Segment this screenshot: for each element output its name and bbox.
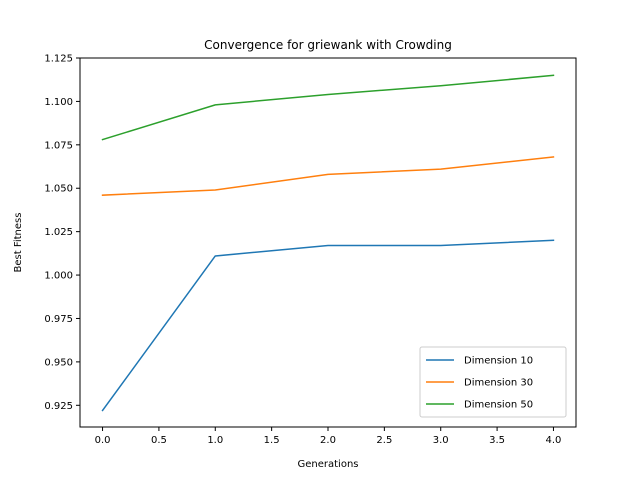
y-tick-label: 1.000 [44, 271, 73, 282]
x-tick-label: 3.0 [433, 435, 449, 446]
legend-label: Dimension 50 [464, 400, 533, 411]
x-tick-label: 1.0 [207, 435, 223, 446]
y-axis: 0.925 0.950 0.975 1.000 1.025 1.050 1.075 1.100… [44, 54, 80, 412]
series-line-dimension-30 [101, 156, 555, 196]
y-tick-label: 1.050 [44, 184, 73, 195]
y-tick-label: 0.925 [44, 401, 73, 412]
y-tick-label: 1.125 [44, 54, 73, 65]
x-tick-label: 3.5 [489, 435, 505, 446]
x-axis-label: Generations [298, 459, 359, 470]
y-tick-label: 1.025 [44, 227, 73, 238]
series-line-dimension-10 [101, 239, 555, 412]
legend-label: Dimension 30 [464, 378, 533, 389]
y-tick-label: 1.100 [44, 97, 73, 108]
chart-title: Convergence for griewank with Crowding [204, 38, 452, 52]
x-tick-label: 4.0 [546, 435, 562, 446]
series-line-dimension-50 [101, 74, 555, 141]
legend-label: Dimension 10 [464, 356, 533, 367]
x-tick-label: 1.5 [264, 435, 280, 446]
x-tick-label: 2.5 [376, 435, 392, 446]
y-tick-label: 0.950 [44, 357, 73, 368]
legend: Dimension 10 Dimension 30 Dimension 50 [419, 346, 567, 418]
x-tick-label: 0.0 [95, 435, 111, 446]
legend-box [419, 346, 567, 418]
series-lines [101, 74, 555, 412]
y-tick-label: 1.075 [44, 140, 73, 151]
y-tick-label: 0.975 [44, 314, 73, 325]
x-axis: 0.0 0.5 1.0 1.5 2.0 2.5 3.0 3.5 4.0 [95, 427, 562, 446]
x-tick-label: 2.0 [320, 435, 336, 446]
x-tick-label: 0.5 [151, 435, 167, 446]
y-axis-label: Best Fitness [13, 213, 24, 273]
